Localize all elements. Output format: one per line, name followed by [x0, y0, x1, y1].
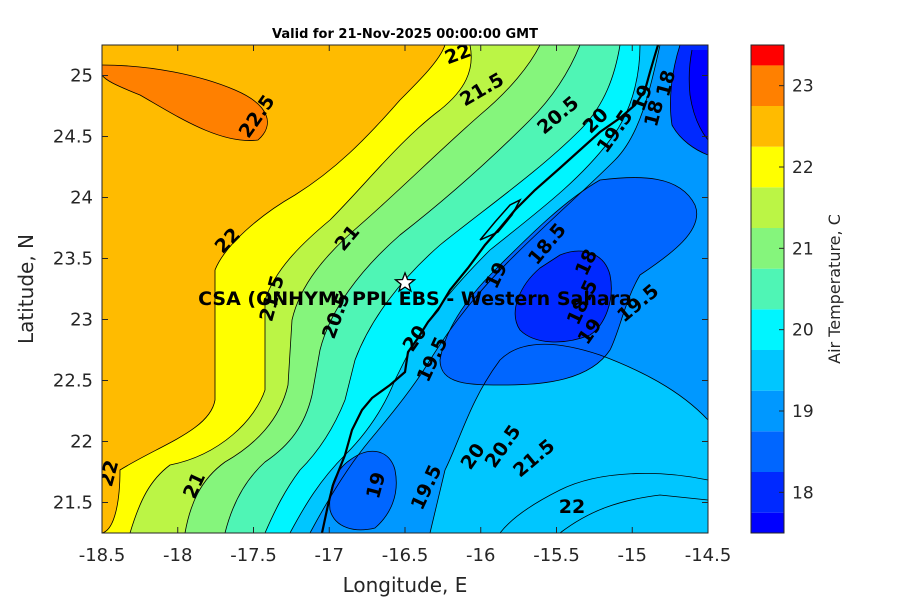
x-tick-label: -14.5 — [685, 545, 732, 566]
colorbar-tick-label: 18 — [792, 483, 814, 503]
colorbar-tick-label: 21 — [792, 239, 814, 259]
x-tick-label: -15.5 — [533, 545, 580, 566]
colorbar-swatch-top — [751, 45, 784, 66]
colorbar-swatch — [751, 228, 784, 269]
colorbar-tick-label: 23 — [792, 77, 814, 97]
band-18.5-19-south — [329, 451, 397, 530]
y-tick-label: 24.5 — [53, 127, 93, 148]
y-tick-label: 23 — [70, 310, 93, 331]
x-tick-label: -17.5 — [230, 545, 277, 566]
coastline — [320, 45, 660, 533]
colorbar-label: Air Temperature, C — [825, 214, 844, 364]
colorbar-tick-label: 22 — [792, 158, 814, 178]
y-tick-label: 22.5 — [53, 371, 93, 392]
station-label: CSA (ONHYM) PPL EBS - Western Sahara — [198, 288, 632, 310]
colorbar-ticks: 23 22 21 20 19 18 — [779, 77, 814, 503]
y-axis-label: Latitude, N — [14, 234, 38, 344]
colorbar-swatch — [751, 268, 784, 310]
y-tick-label: 23.5 — [53, 249, 93, 270]
x-tick-label: -16.5 — [382, 545, 429, 566]
y-tick-label: 22 — [70, 432, 93, 453]
star-icon — [393, 271, 417, 293]
x-axis-label: Longitude, E — [343, 573, 468, 597]
colorbar-tick-label: 19 — [792, 402, 814, 422]
colorbar-swatch — [751, 187, 784, 228]
colorbar-tick-label: 20 — [792, 321, 814, 341]
temperature-contour-field: 22 22.5 21.5 20.5 20 19.5 19 18 18 22 21… — [95, 45, 708, 533]
coastline-inlet — [479, 198, 522, 241]
y-tick-label: 21.5 — [53, 493, 93, 514]
colorbar-swatch — [751, 390, 784, 432]
contour-label: 22 — [559, 496, 585, 518]
x-tick-label: -17 — [315, 545, 344, 566]
x-axis-ticks: -18.5 -18 -17.5 -17 -16.5 -16 -15.5 -15 -14.5 — [79, 45, 732, 566]
colorbar — [751, 45, 784, 533]
colorbar-swatch — [751, 350, 784, 391]
colorbar-frame — [750, 44, 785, 534]
colorbar-swatch — [751, 106, 784, 147]
figure-title: Valid for 21-Nov-2025 00:00:00 GMT — [272, 27, 538, 42]
colorbar-swatch — [751, 146, 784, 188]
band-below-17.75 — [689, 50, 708, 140]
contour-lines — [102, 45, 708, 533]
station-marker-group: CSA (ONHYM) PPL EBS - Western Sahara — [198, 271, 632, 310]
colorbar-swatch — [751, 309, 784, 350]
colorbar-swatch — [751, 431, 784, 472]
colorbar-swatch — [751, 512, 784, 533]
band-17.75-18-east — [515, 251, 612, 342]
contour-label: 22 — [95, 458, 123, 489]
band-22.5-23 — [102, 65, 268, 141]
x-tick-label: -18 — [163, 545, 192, 566]
x-tick-label: -15 — [618, 545, 647, 566]
y-tick-label: 25 — [70, 66, 93, 87]
x-tick-label: -18.5 — [79, 545, 126, 566]
colorbar-swatch — [751, 472, 784, 513]
colorbar-swatch — [751, 65, 784, 106]
x-tick-label: -16 — [466, 545, 495, 566]
y-tick-label: 24 — [70, 188, 93, 209]
